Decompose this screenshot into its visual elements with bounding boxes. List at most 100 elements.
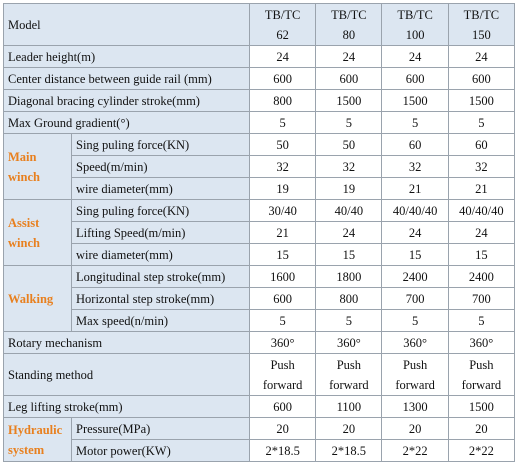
value-cell: 32 [447,155,516,178]
row-label: Max speed(n/min) [70,309,251,332]
row-label: Speed(m/min) [70,155,251,178]
row-label: Horizontal step stroke(mm) [70,287,251,310]
value-cell: 2*22 [381,439,449,462]
group-label: Walking [3,265,72,332]
value-cell: 800 [249,89,317,112]
row-label: Sing puling force(KN) [70,199,251,222]
table-row: Center distance between guide rail (mm) 6… [2,67,516,90]
value-cell: 1500 [381,89,449,112]
header-label: Model [2,3,251,46]
text-line: TB/TC [264,7,301,22]
table-row: Leg lifting stroke(mm) 600 1100 1300 1500 [2,395,516,418]
value-cell: 2400 [447,265,516,288]
value-cell: 5 [447,111,516,134]
text-line: system [8,442,45,457]
table-row: Speed(m/min) 32 32 32 32 [4,155,516,178]
value-cell: 1100 [315,395,383,418]
text-line: Hydraulic [8,422,63,437]
value-cell: 24 [249,45,317,68]
row-label: Leg lifting stroke(mm) [2,395,251,418]
group-label: Assist winch [3,199,72,266]
value-cell: 1500 [447,395,516,418]
value-cell: 360° [447,331,516,354]
row-label: Diagonal bracing cylinder stroke(mm) [2,89,251,112]
value-cell: 15 [447,243,516,266]
value-cell: 30/40 [249,199,317,222]
group-label: Main winch [3,133,72,200]
value-cell: 24 [315,45,383,68]
value-cell: 360° [381,331,449,354]
row-label: Motor power(KW) [70,439,251,462]
table-row: Max Ground gradient(°) 5 5 5 5 [2,111,516,134]
value-cell: 24 [381,221,449,244]
value-cell: 32 [249,155,317,178]
table-row: wire diameter(mm) 15 15 15 15 [4,243,516,266]
value-cell: Push forward [315,353,383,396]
value-cell: 2*18.5 [249,439,317,462]
value-cell: 5 [381,111,449,134]
table-row: Standing method Push forward Push forward Pus… [2,353,516,396]
value-cell: 40/40/40 [447,199,516,222]
text-line: forward [395,377,435,392]
value-cell: 20 [447,417,516,440]
value-cell: 2*22 [447,439,516,462]
page: Model TB/TC 62 TB/TC 80 TB/TC 100 TB/TC 150 Leade… [0,3,518,469]
value-cell: 600 [249,67,317,90]
row-label: Lifting Speed(m/min) [70,221,251,244]
text-line: winch [8,235,40,250]
text-line: 150 [471,27,491,42]
value-cell: 1500 [447,89,516,112]
table-row: Walking Longitudinal step stroke(mm) 1600 1… [3,265,516,332]
table-row: Model TB/TC 62 TB/TC 80 TB/TC 100 TB/TC 150 [2,3,516,46]
value-cell: 360° [315,331,383,354]
value-cell: 600 [249,287,317,310]
table-row: Max speed(n/min) 5 5 5 5 [4,309,516,332]
value-cell: 24 [447,45,516,68]
value-cell: 32 [315,155,383,178]
model-name: TB/TC 100 [381,3,449,46]
row-label: Leader height(m) [2,45,251,68]
value-cell: 32 [381,155,449,178]
text-line: Push [469,357,494,372]
value-cell: Push forward [249,353,317,396]
group-label: Hydraulic system [3,417,72,462]
text-line: TB/TC [331,7,367,22]
row-label: Max Ground gradient(°) [2,111,251,134]
text-line: Assist [8,215,40,230]
model-name: TB/TC 62 [249,3,317,46]
value-cell: 40/40/40 [381,199,449,222]
value-cell: 700 [447,287,516,310]
value-cell: 21 [249,221,317,244]
value-cell: 21 [447,177,516,200]
value-cell: 50 [315,133,383,156]
text-line: forward [262,377,303,392]
value-cell: 1500 [315,89,383,112]
value-cell: 24 [381,45,449,68]
text-line: Push [270,357,295,372]
row-label: Center distance between guide rail (mm) [2,67,251,90]
text-line: Main [8,149,37,164]
text-line: 62 [276,27,289,42]
table-row: Diagonal bracing cylinder stroke(mm) 800 1… [2,89,516,112]
value-cell: 50 [249,133,317,156]
text-line: TB/TC [397,7,433,22]
model-name: TB/TC 150 [447,3,516,46]
row-label: wire diameter(mm) [70,177,251,200]
value-cell: 60 [381,133,449,156]
text-line: winch [8,169,40,184]
value-cell: 21 [381,177,449,200]
value-cell: 360° [249,331,317,354]
value-cell: 800 [315,287,383,310]
value-cell: 700 [381,287,449,310]
table-row: Rotary mechanism 360° 360° 360° 360° [2,331,516,354]
value-cell: 20 [315,417,383,440]
text-line: forward [329,377,369,392]
value-cell: 600 [381,67,449,90]
row-label: wire diameter(mm) [70,243,251,266]
value-cell: Push forward [447,353,516,396]
value-cell: 5 [381,309,449,332]
value-cell: 24 [315,221,383,244]
spec-table: Model TB/TC 62 TB/TC 80 TB/TC 100 TB/TC 150 Leade… [2,3,516,462]
table-row: Hydraulic system Pressure(MPa) 20 20 20 20 [3,417,516,462]
text-line: 80 [342,27,356,42]
